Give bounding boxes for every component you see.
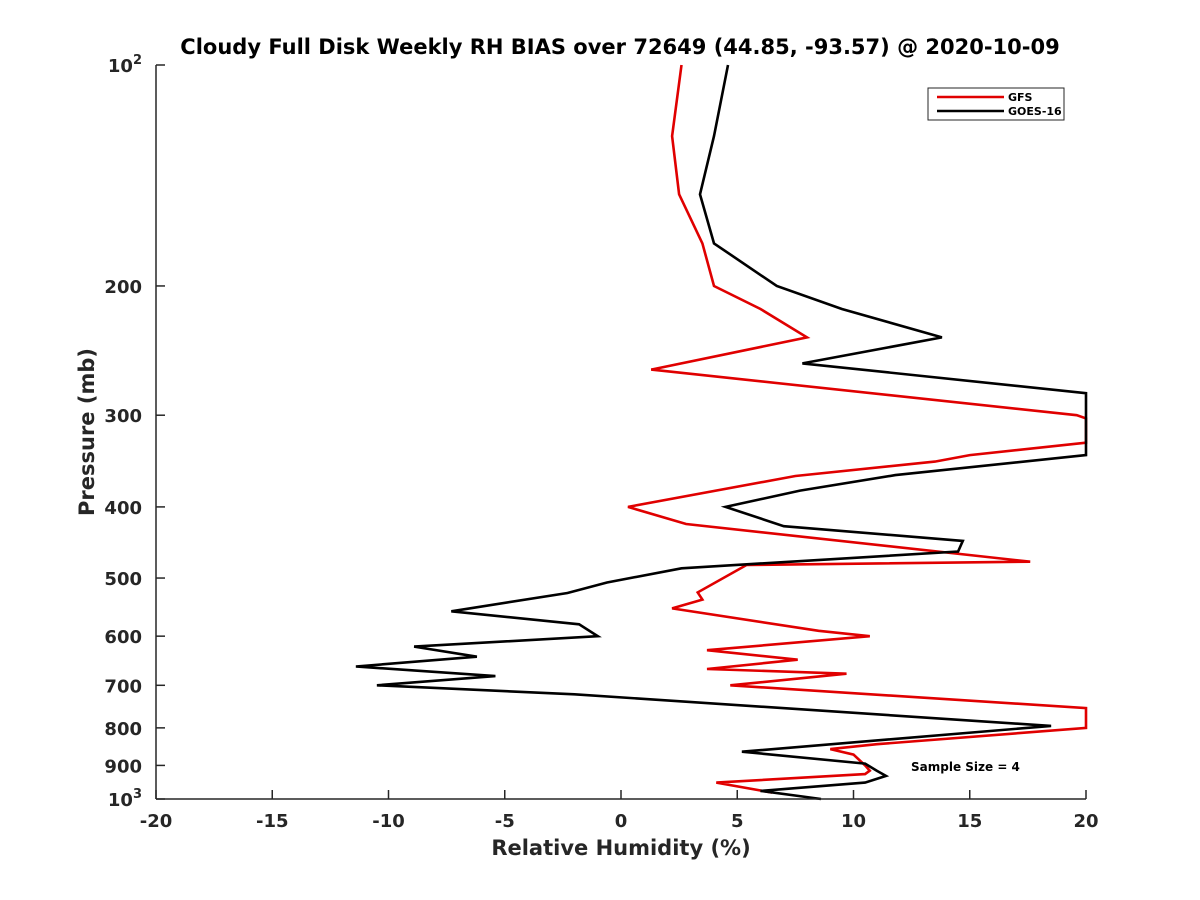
y-axis-label: Pressure (mb) bbox=[75, 348, 99, 516]
x-tick-label: 5 bbox=[731, 811, 744, 832]
x-ticks: -20 -15 -10 -5 0 5 10 15 20 bbox=[140, 790, 1099, 832]
x-tick-label: -5 bbox=[495, 811, 515, 832]
y-tick-label: 300 bbox=[104, 406, 142, 427]
y-tick-label: 103 bbox=[108, 787, 142, 811]
y-tick-label: 500 bbox=[104, 569, 142, 590]
y-tick-label: 700 bbox=[104, 676, 142, 697]
x-tick-label: -15 bbox=[256, 811, 289, 832]
x-tick-label: 20 bbox=[1073, 811, 1098, 832]
x-tick-label: -10 bbox=[372, 811, 405, 832]
x-tick-label: 0 bbox=[615, 811, 628, 832]
legend-label-goes16: GOES-16 bbox=[1008, 105, 1062, 118]
y-tick-label: 900 bbox=[104, 756, 142, 777]
series-line-gfs bbox=[627, 64, 1088, 794]
y-tick-label: 200 bbox=[104, 277, 142, 298]
series-layer bbox=[355, 64, 1088, 801]
plot-area: -20 -15 -10 -5 0 5 10 15 20 102 200 300 400 500 600 70… bbox=[104, 53, 1098, 832]
sample-size-annotation: Sample Size = 4 bbox=[911, 760, 1020, 774]
legend: GFS GOES-16 bbox=[927, 87, 1065, 121]
x-tick-label: 15 bbox=[957, 811, 982, 832]
y-tick-label: 800 bbox=[104, 719, 142, 740]
series-line-goes16 bbox=[355, 64, 1088, 801]
y-tick-label: 400 bbox=[104, 498, 142, 519]
y-ticks: 102 200 300 400 500 600 700 800 900 103 bbox=[104, 53, 165, 811]
x-tick-label: 10 bbox=[841, 811, 866, 832]
legend-box bbox=[927, 87, 1065, 121]
x-axis-label: Relative Humidity (%) bbox=[491, 836, 750, 860]
x-tick-label: -20 bbox=[140, 811, 173, 832]
chart-title: Cloudy Full Disk Weekly RH BIAS over 726… bbox=[180, 35, 1059, 59]
y-tick-label: 600 bbox=[104, 627, 142, 648]
y-tick-label: 102 bbox=[108, 53, 142, 77]
legend-label-gfs: GFS bbox=[1008, 91, 1033, 104]
